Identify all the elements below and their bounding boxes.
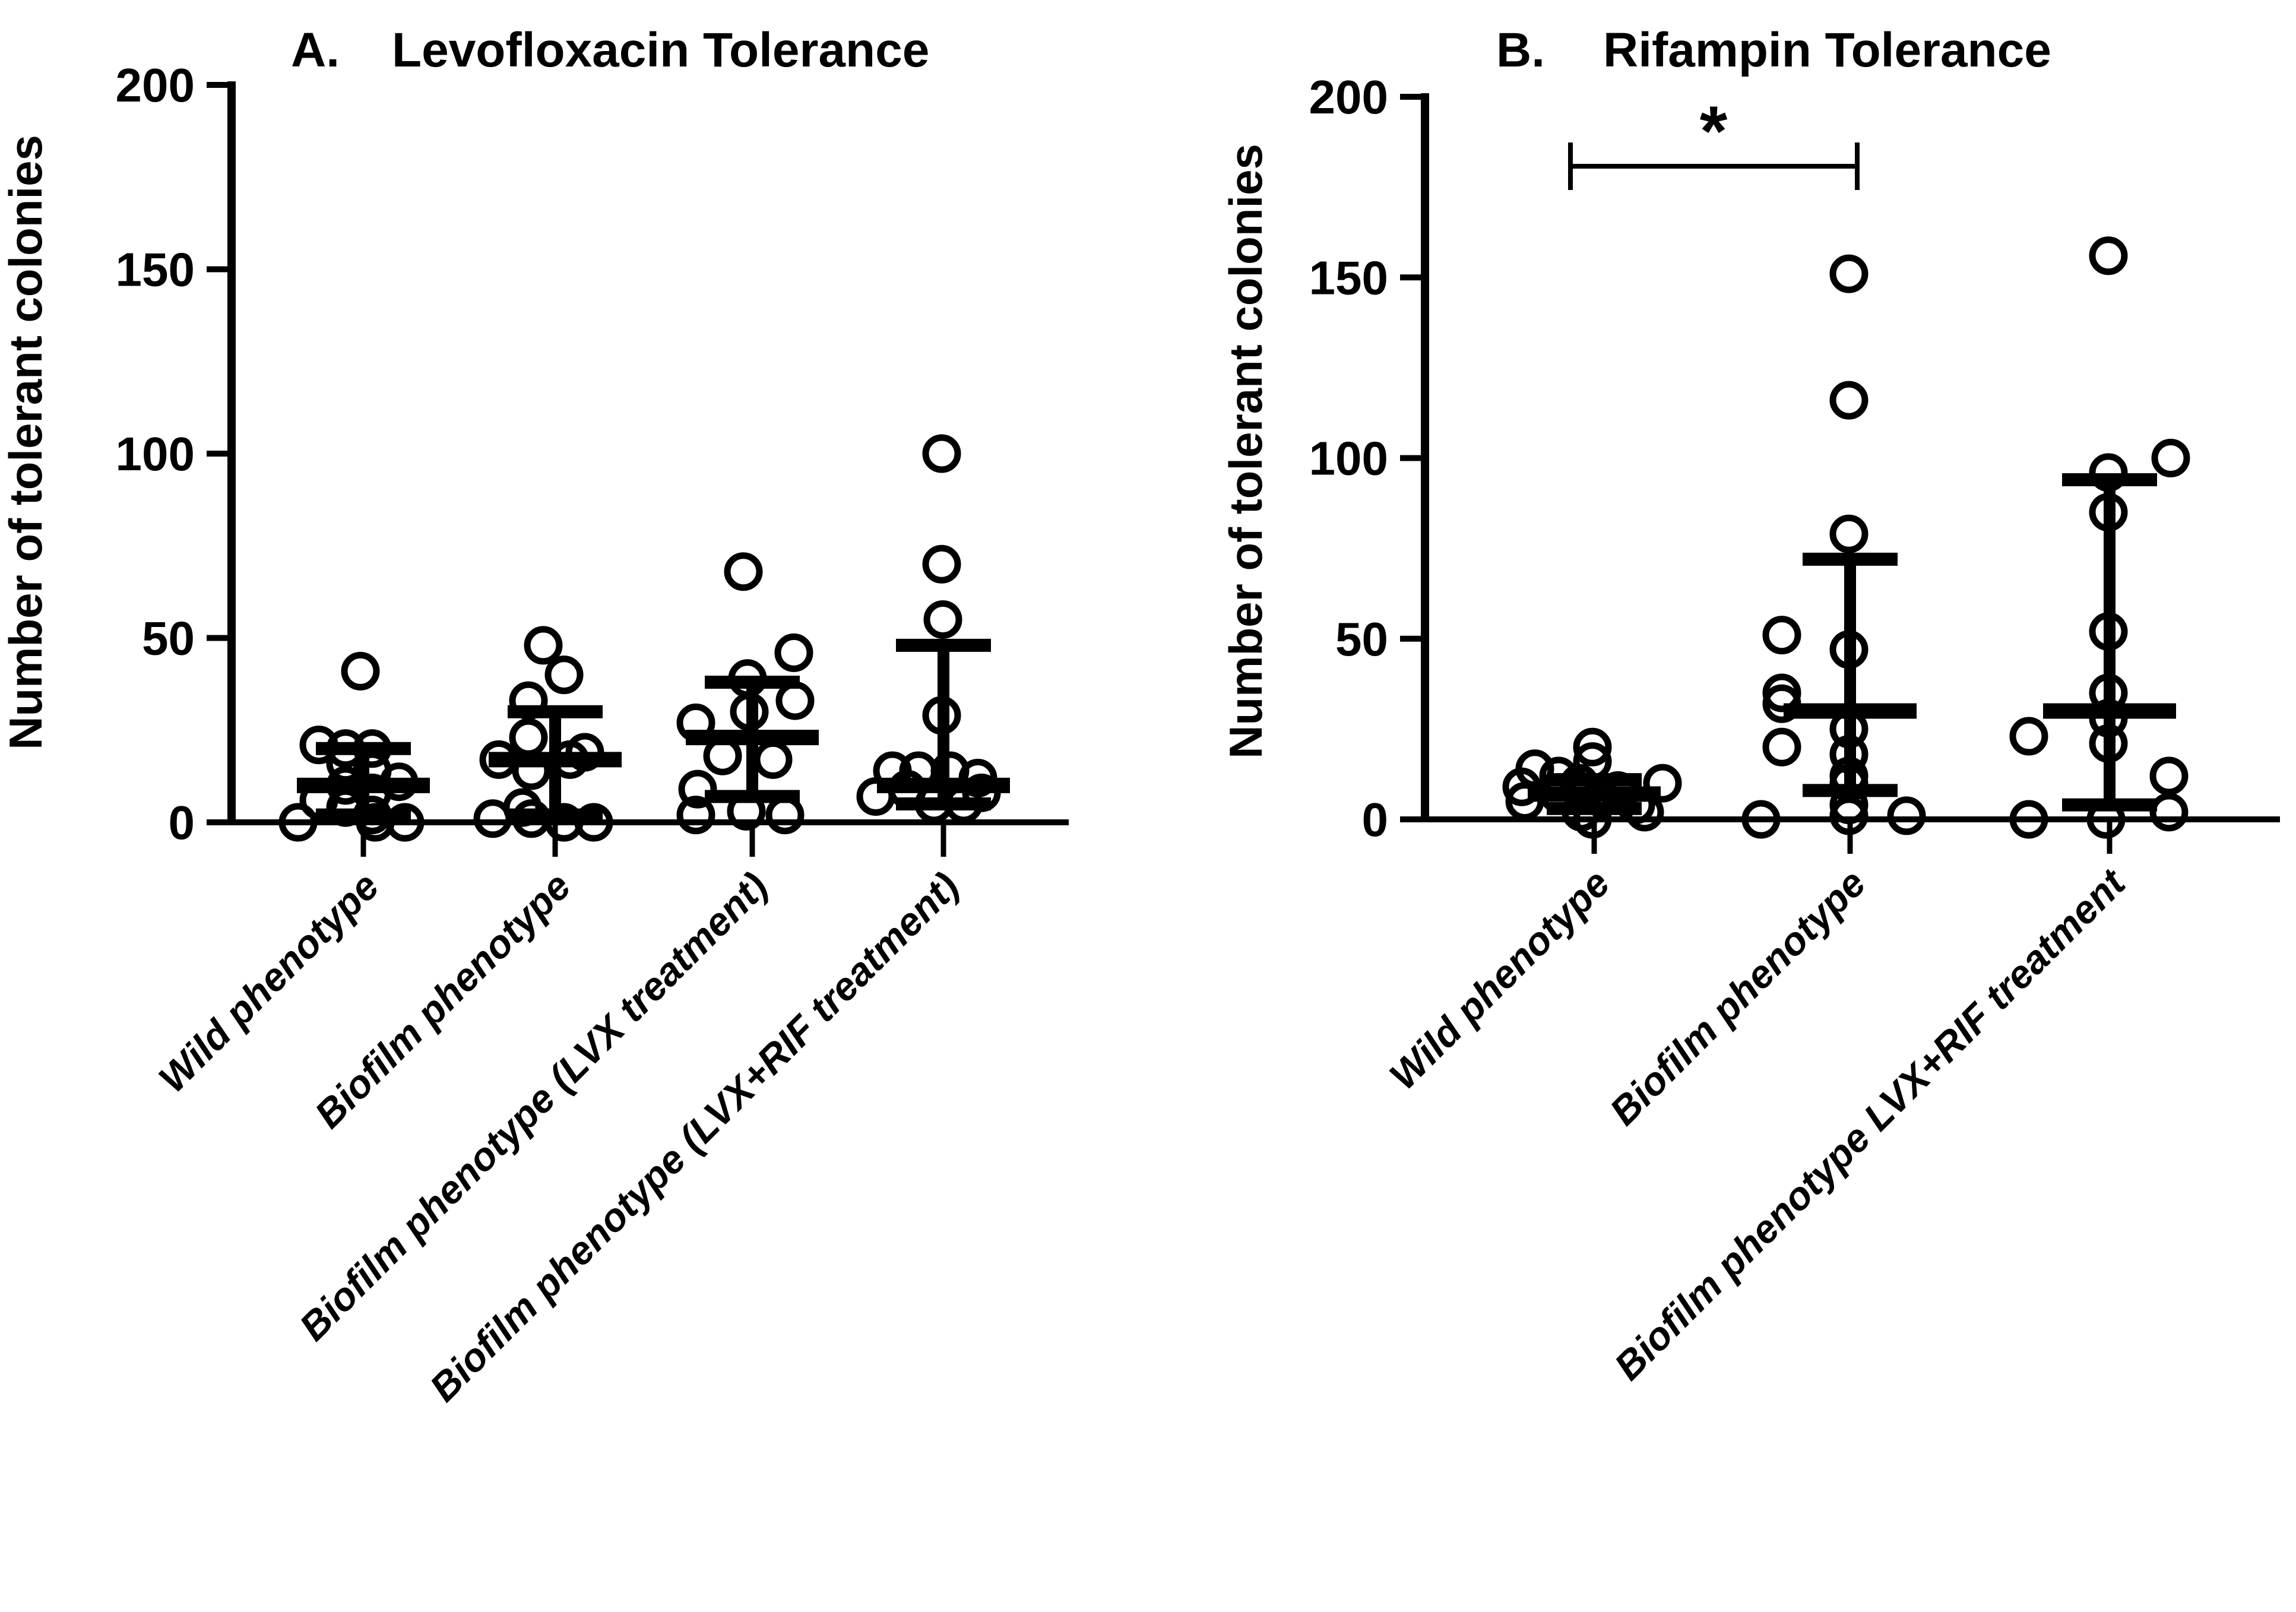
data-point [1625, 793, 1664, 832]
y-tick-label: 100 [116, 427, 195, 480]
data-point [922, 544, 961, 584]
data-point [2089, 493, 2128, 532]
data-point [1505, 782, 1544, 821]
data-point [1829, 630, 1869, 669]
y-tick-label: 0 [169, 796, 195, 849]
data-point [2089, 612, 2128, 651]
y-tick-label: 50 [1335, 613, 1388, 666]
data-point [676, 796, 715, 835]
panel-a-letter: A. [291, 23, 340, 77]
data-point [730, 692, 769, 731]
data-point [2089, 453, 2128, 492]
data-point [765, 796, 805, 835]
data-point [1762, 727, 1801, 767]
data-point [2089, 699, 2128, 738]
data-point [299, 726, 338, 765]
data-point [2089, 673, 2128, 712]
data-point [509, 718, 548, 757]
panel-b-y-axis-label: Number of tolerant colonies [1220, 144, 1272, 759]
data-point [278, 803, 318, 842]
data-point [922, 696, 961, 735]
data-point [2089, 724, 2128, 763]
panel-a-title: Levofloxacin Tolerance [392, 23, 929, 77]
data-point [473, 799, 512, 838]
data-point [774, 633, 813, 672]
data-point [1741, 800, 1781, 839]
data-point [856, 777, 895, 816]
significance-asterisk: * [1700, 91, 1728, 171]
data-point [678, 769, 717, 809]
data-point [2086, 800, 2126, 839]
y-tick-label: 0 [1362, 793, 1389, 846]
data-point [1829, 254, 1869, 293]
data-point [479, 740, 518, 779]
data-point [676, 703, 715, 742]
y-tick-label: 200 [1309, 71, 1388, 123]
category-label: Wild phenotype [1381, 861, 1618, 1098]
category-label: Biofilm phenotype LVX+RIF treatment [1605, 859, 2135, 1388]
data-point [509, 681, 548, 720]
data-point [727, 791, 766, 831]
data-point [2149, 756, 2189, 796]
data-point [2009, 717, 2048, 756]
data-point [753, 740, 793, 779]
y-tick-label: 200 [116, 59, 195, 112]
data-point [2151, 439, 2190, 477]
data-point [1762, 673, 1801, 712]
panel-b-title: Rifampin Tolerance [1603, 23, 2051, 77]
data-point [775, 681, 815, 720]
data-point [1539, 756, 1578, 796]
data-point [1643, 764, 1682, 803]
data-point [1829, 710, 1869, 749]
data-point [550, 740, 590, 779]
data-point [1616, 786, 1655, 825]
data-point [512, 751, 551, 790]
data-point [922, 434, 961, 473]
data-point [341, 651, 380, 691]
panel-a-y-axis-label: Number of tolerant colonies [0, 135, 52, 750]
y-tick-label: 50 [142, 612, 195, 665]
data-point [1887, 796, 1926, 835]
data-point [2009, 800, 2048, 839]
data-point [724, 552, 763, 591]
data-point [1829, 796, 1869, 835]
data-point [1573, 800, 1612, 839]
data-point [385, 803, 425, 842]
panel-b-letter: B. [1496, 23, 1545, 77]
data-point [1502, 767, 1541, 806]
data-point [2149, 793, 2189, 832]
data-point [2089, 236, 2128, 275]
data-point [944, 784, 983, 824]
data-point [1829, 514, 1869, 553]
data-point [1829, 381, 1869, 420]
y-tick-label: 150 [116, 243, 195, 296]
data-point [574, 803, 613, 842]
data-point [1762, 616, 1801, 655]
y-tick-label: 150 [1309, 251, 1388, 304]
data-point [703, 736, 742, 775]
data-point [923, 600, 962, 639]
category-label: Biofilm phenotype [1601, 861, 1874, 1133]
data-point [1573, 727, 1612, 767]
data-point [1762, 684, 1801, 723]
data-point [326, 729, 365, 768]
data-point [1829, 786, 1869, 825]
data-point [544, 655, 584, 695]
data-point [524, 626, 563, 665]
y-tick-label: 100 [1309, 432, 1388, 485]
